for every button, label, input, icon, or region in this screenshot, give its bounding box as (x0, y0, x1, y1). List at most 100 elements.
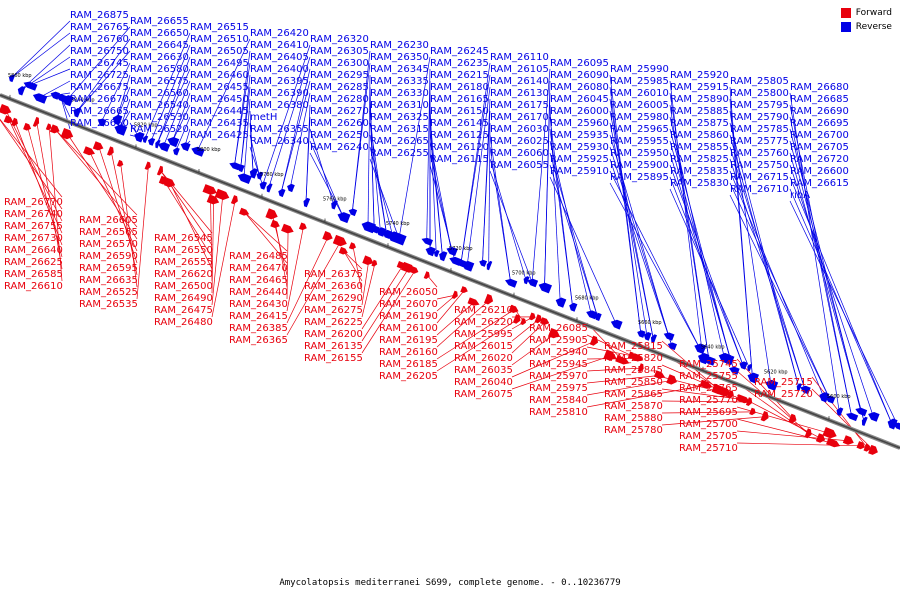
forward-gene (484, 294, 493, 305)
reverse-gene-label: RAM_26680 (790, 82, 849, 93)
forward-gene (231, 195, 238, 204)
forward-gene (157, 166, 163, 176)
reverse-gene-label: RAM_26305 (310, 46, 369, 57)
axis-tick-label: 5700 kbp (512, 271, 536, 277)
reverse-gene-label: RAM_26180 (430, 82, 489, 93)
reverse-gene-label: RAM_26270 (310, 106, 369, 117)
reverse-gene (439, 251, 447, 261)
axis-tick-label: 5720 kbp (449, 246, 473, 252)
axis-tick-label: 5680 kbp (575, 295, 599, 301)
reverse-gene-label: RAM_26580 (130, 64, 189, 75)
reverse-gene-label: RAM_26295 (310, 70, 369, 81)
reverse-swatch (841, 22, 851, 32)
reverse-gene-label: RAM_25890 (670, 94, 729, 105)
forward-gene (0, 104, 11, 115)
forward-gene-label: RAM_26475 (154, 305, 213, 316)
forward-gene (424, 271, 430, 279)
forward-gene-label: RAM_25780 (604, 425, 663, 436)
reverse-gene-label: RAM_25750 (730, 160, 789, 171)
reverse-gene-label: RAM_26630 (130, 52, 189, 63)
leader-line (287, 227, 303, 311)
forward-gene-label: RAM_25850 (604, 377, 663, 388)
forward-gene (107, 146, 114, 155)
reverse-gene (173, 148, 180, 156)
reverse-gene-label: RAM_26235 (430, 58, 489, 69)
forward-gene-label: RAM_25745 (679, 359, 738, 370)
reverse-gene-label: RAM_26445 (190, 106, 249, 117)
forward-gene-label: RAM_25995 (454, 329, 513, 340)
forward-gene-label: RAM_26020 (454, 353, 513, 364)
reverse-gene-label: RAM_25885 (670, 106, 729, 117)
reverse-gene-label: RAM_26675 (70, 82, 129, 93)
reverse-gene-label: RAM_26660 (70, 118, 129, 129)
reverse-gene-label: RAM_26240 (310, 142, 369, 153)
reverse-gene (505, 279, 517, 288)
reverse-gene (846, 413, 858, 421)
reverse-gene-label: RAM_26080 (550, 82, 609, 93)
forward-gene-label: RAM_25840 (529, 395, 588, 406)
forward-gene-label: RAM_25970 (529, 371, 588, 382)
reverse-gene (143, 136, 149, 144)
forward-gene-label: RAM_25815 (604, 341, 663, 352)
forward-gene (362, 255, 373, 265)
reverse-gene-label: RAM_26255 (370, 148, 429, 159)
forward-gene (61, 128, 73, 139)
forward-swatch (841, 8, 851, 18)
reverse-gene-label: RAM_26140 (490, 76, 549, 87)
reverse-gene-label: RAM_26495 (190, 58, 249, 69)
forward-gene-label: RAM_26190 (379, 311, 438, 322)
reverse-gene-label: RAM_26145 (430, 118, 489, 129)
forward-gene-label: RAM_25820 (604, 353, 663, 364)
reverse-gene-label: RAM_25925 (550, 154, 609, 165)
reverse-gene-label: RAM_26355 (250, 124, 309, 135)
forward-gene-label: RAM_26205 (379, 371, 438, 382)
reverse-gene (267, 183, 273, 192)
forward-gene-label: RAM_26485 (229, 251, 288, 262)
reverse-gene (539, 283, 552, 294)
reverse-gene-label: RAM_25800 (730, 88, 789, 99)
reverse-gene-label: RAM_26280 (310, 94, 369, 105)
reverse-gene-label: RAM_26060 (490, 148, 549, 159)
forward-gene (339, 247, 348, 255)
reverse-gene (837, 407, 844, 416)
forward-gene-label: RAM_25705 (679, 431, 738, 442)
forward-gene-label: RAM_26135 (304, 341, 363, 352)
legend: Forward Reverse (841, 8, 892, 36)
forward-gene-label: RAM_26375 (304, 269, 363, 280)
reverse-gene-label: RAM_26600 (790, 166, 849, 177)
reverse-gene-label: RAM_26090 (550, 70, 609, 81)
reverse-gene-label: RAM_26520 (130, 124, 189, 135)
reverse-gene-label: RAM_25860 (670, 130, 729, 141)
reverse-gene-label: RAM_25980 (610, 112, 669, 123)
forward-gene-label: RAM_26570 (79, 239, 138, 250)
reverse-gene-label: RAM_26515 (190, 22, 249, 33)
leader-line (610, 159, 672, 346)
reverse-gene-label: RAM_25825 (670, 154, 729, 165)
reverse-gene-label: RAM_26560 (130, 88, 189, 99)
forward-gene (239, 208, 249, 216)
forward-gene-label: RAM_26470 (229, 263, 288, 274)
forward-gene-label: RAM_26545 (154, 233, 213, 244)
forward-gene (333, 235, 347, 246)
forward-gene-label: RAM_26465 (229, 275, 288, 286)
forward-gene-label: RAM_26070 (379, 299, 438, 310)
forward-gene-label: RAM_26770 (4, 197, 63, 208)
forward-gene (857, 441, 866, 449)
reverse-gene (260, 181, 267, 189)
forward-gene-label: RAM_26620 (154, 269, 213, 280)
reverse-gene-label: RAM_25955 (610, 136, 669, 147)
forward-gene (93, 141, 104, 150)
reverse-gene-label: RAM_26010 (610, 88, 669, 99)
forward-gene (460, 286, 468, 293)
forward-gene (452, 291, 458, 299)
reverse-gene-label: RAM_26120 (430, 142, 489, 153)
reverse-gene (487, 261, 493, 270)
reverse-gene-label: RAM_25985 (610, 76, 669, 87)
reverse-gene-label: RAM_26055 (490, 160, 549, 171)
reverse-gene-label: RAM_26095 (550, 58, 609, 69)
reverse-gene-label: RAM_26105 (490, 64, 549, 75)
reverse-gene-label: RAM_26875 (70, 10, 129, 21)
forward-gene-label: RAM_26290 (304, 293, 363, 304)
forward-gene-label: RAM_26385 (229, 323, 288, 334)
